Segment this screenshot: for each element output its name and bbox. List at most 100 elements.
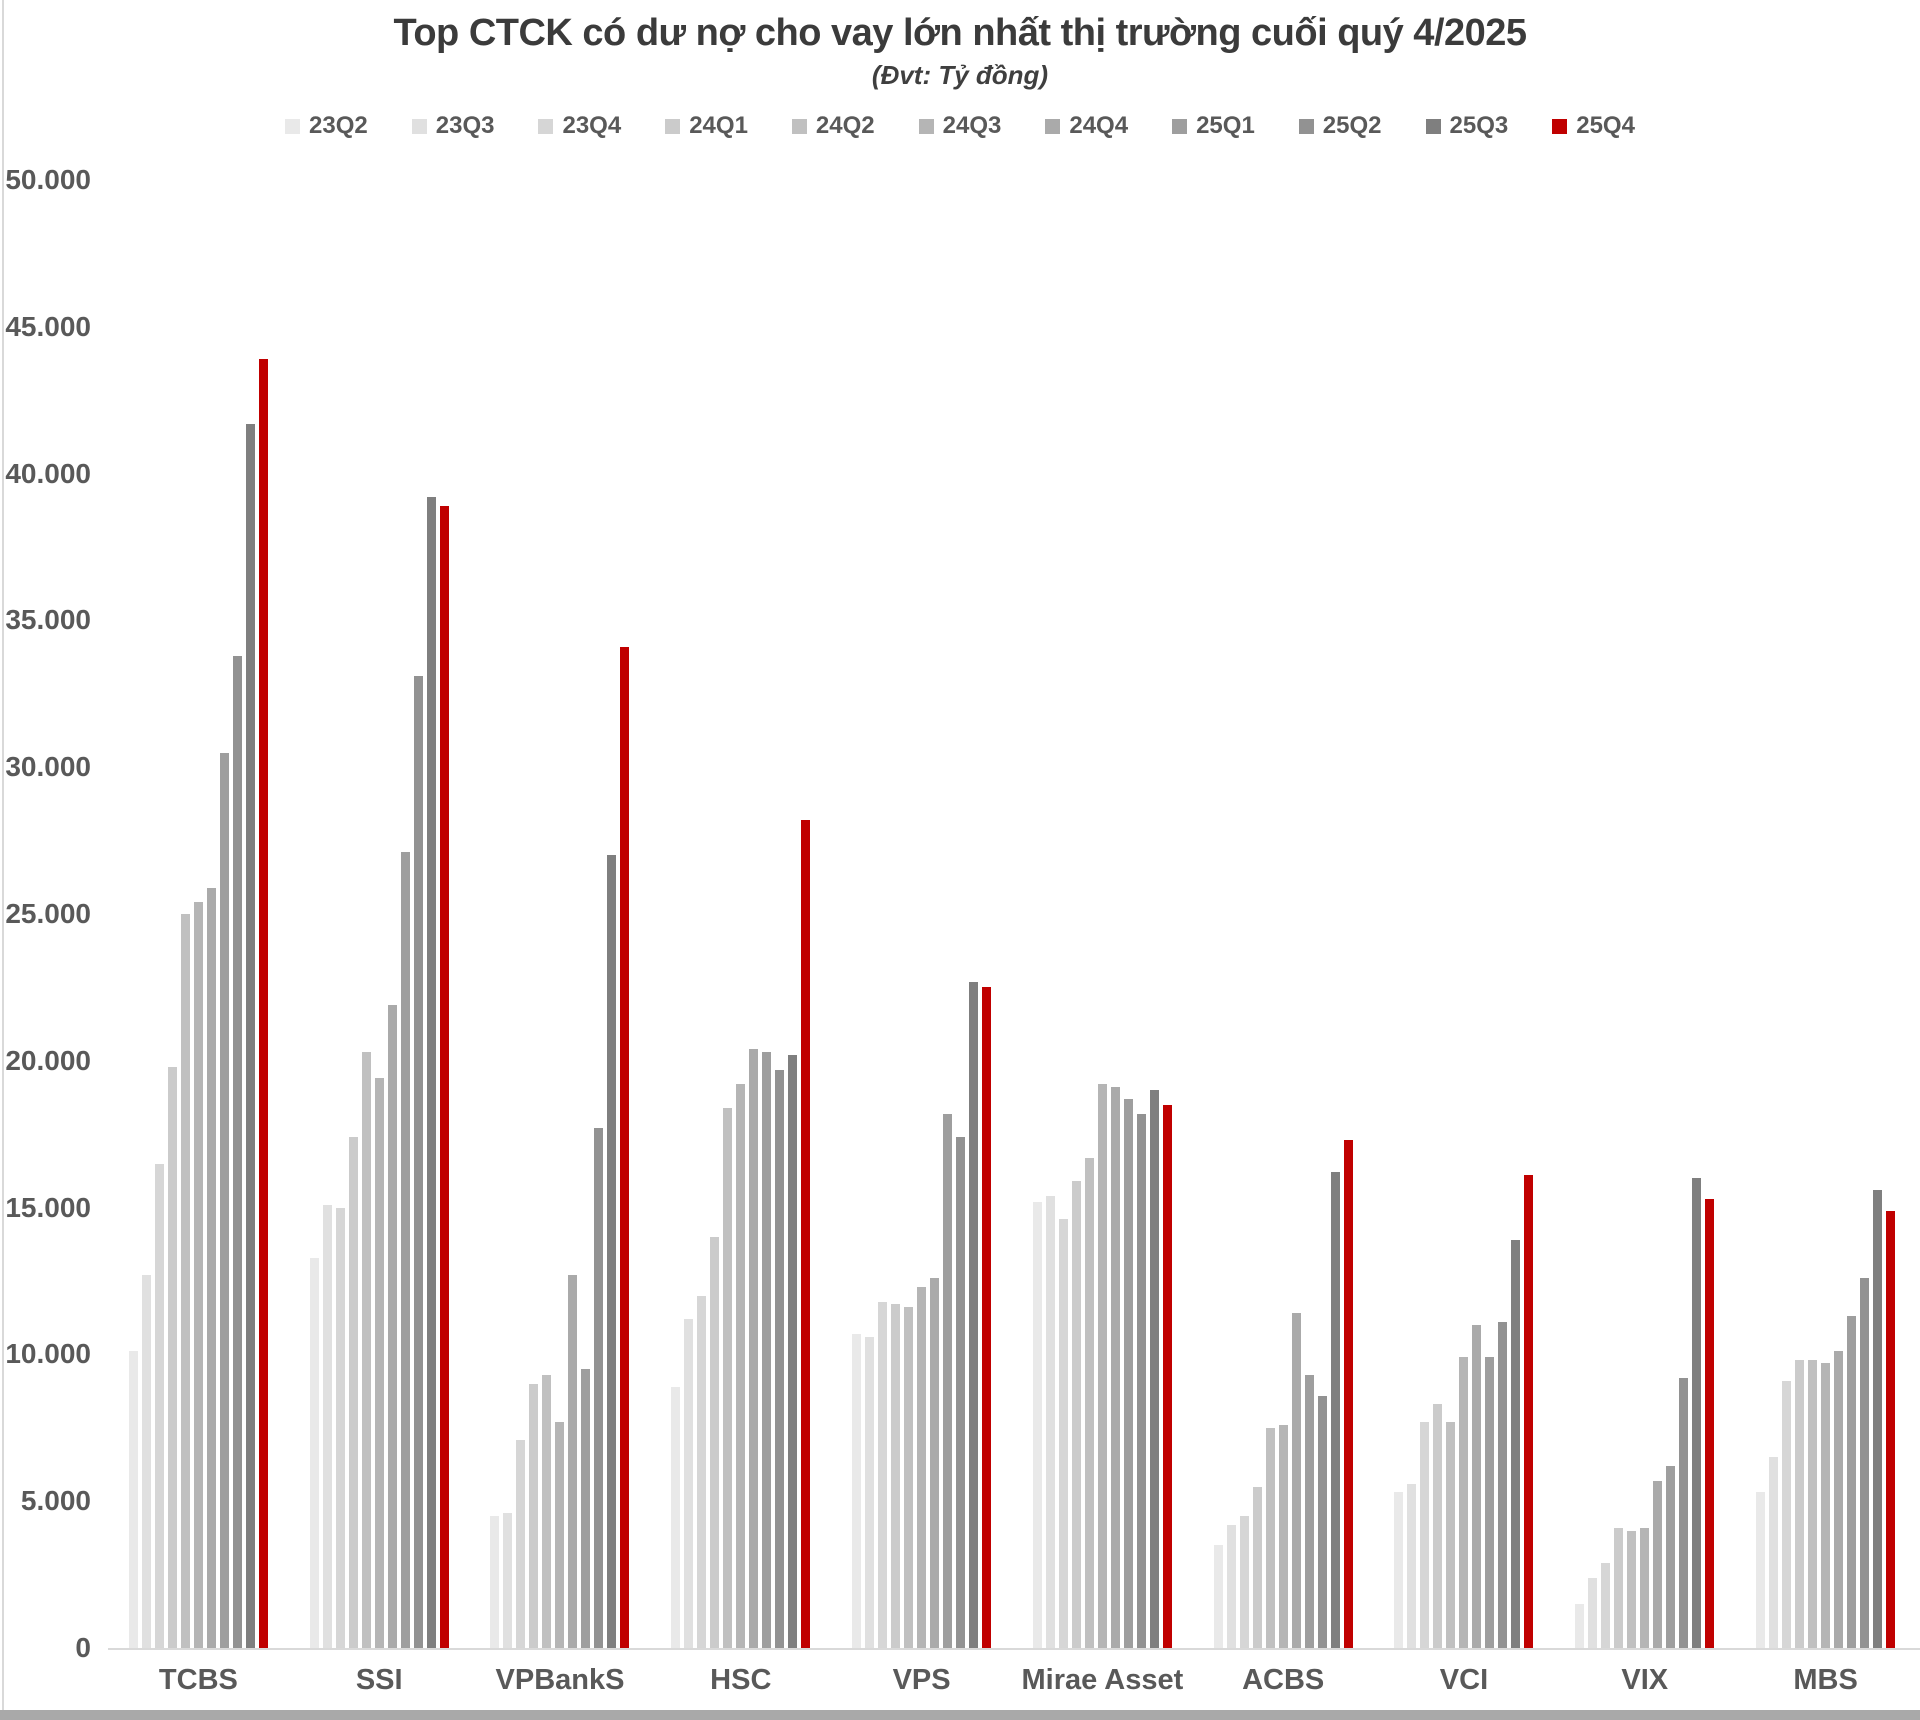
- legend-marker-25q4: [1552, 118, 1568, 134]
- y-axis: 0 5.000 10.000 15.000 20.000 25.000 30.000 35.0…: [0, 0, 95, 1720]
- bar-vix-24q3: [1640, 1528, 1650, 1648]
- bar-vpbanks-25q4: [620, 647, 630, 1648]
- bar-acbs-25q4: [1343, 1140, 1353, 1648]
- bar-ssi-23q3: [322, 1205, 332, 1648]
- bar-vix-23q4: [1601, 1563, 1611, 1648]
- bar-vci-23q2: [1394, 1492, 1404, 1648]
- bar-mirae-asset-25q1: [1123, 1099, 1133, 1648]
- bar-vps-25q1: [943, 1114, 953, 1648]
- bar-vix-24q2: [1627, 1531, 1637, 1648]
- y-tick-label: 35.000: [5, 604, 91, 636]
- bar-vpbanks-23q2: [490, 1516, 500, 1648]
- bar-vpbanks-23q3: [503, 1513, 513, 1648]
- bar-acbs-25q1: [1304, 1375, 1314, 1648]
- bar-hsc-25q4: [801, 820, 811, 1648]
- bar-group-tcbs: [108, 180, 289, 1648]
- legend-item-23q2: 23Q2: [285, 112, 368, 140]
- bar-mirae-asset-25q2: [1136, 1114, 1146, 1648]
- legend-item-23q3: 23Q3: [411, 112, 495, 140]
- bar-vps-25q2: [956, 1137, 966, 1648]
- legend-marker-25q2: [1298, 118, 1314, 134]
- y-tick-label: 10.000: [5, 1338, 91, 1370]
- bar-vps-23q4: [878, 1302, 888, 1648]
- legend-label: 24Q4: [1069, 112, 1129, 139]
- bar-vci-25q3: [1511, 1240, 1521, 1648]
- bar-tcbs-25q4: [258, 359, 268, 1648]
- bar-tcbs-23q2: [128, 1351, 138, 1648]
- bar-acbs-25q3: [1330, 1172, 1340, 1648]
- y-tick-label: 50.000: [5, 164, 91, 195]
- bar-ssi-25q2: [413, 676, 423, 1648]
- x-label-vci: VCI: [1439, 1664, 1489, 1696]
- legend-label: 25Q2: [1322, 112, 1382, 139]
- bar-tcbs-25q2: [232, 656, 242, 1648]
- legend-label: 23Q3: [435, 112, 495, 139]
- bar-hsc-24q1: [710, 1237, 720, 1648]
- legend-item-25q2: 25Q2: [1298, 112, 1382, 140]
- bar-mbs-24q3: [1821, 1363, 1831, 1648]
- bar-mirae-asset-24q2: [1084, 1158, 1094, 1648]
- bar-vps-24q2: [904, 1307, 914, 1648]
- bar-vci-24q1: [1433, 1404, 1443, 1648]
- bar-ssi-24q4: [387, 1005, 397, 1648]
- plot-area: [108, 180, 1916, 1648]
- bar-vci-24q4: [1472, 1325, 1482, 1648]
- bar-vix-25q3: [1692, 1178, 1702, 1648]
- legend-label: 24Q2: [815, 112, 875, 139]
- bar-vix-23q2: [1575, 1604, 1585, 1648]
- bar-vix-25q4: [1705, 1199, 1715, 1648]
- y-tick-label: 15.000: [5, 1191, 91, 1223]
- legend-marker-23q2: [285, 118, 301, 134]
- x-label-vps: VPS: [892, 1664, 951, 1696]
- bar-acbs-24q1: [1252, 1487, 1262, 1648]
- bar-group-acbs: [1193, 180, 1374, 1648]
- x-axis-line: [108, 1648, 1920, 1650]
- legend-marker-24q2: [791, 118, 807, 134]
- x-label-acbs: ACBS: [1242, 1664, 1325, 1696]
- bar-mirae-asset-23q4: [1058, 1219, 1068, 1648]
- chart-legend: 23Q2 23Q3 23Q4 24Q1 24Q2 24Q3 24Q4 25Q1 25Q2 25Q3…: [0, 112, 1920, 140]
- chart-left-border: [2, 0, 4, 1712]
- y-tick-label: 45.000: [5, 310, 91, 342]
- bar-mbs-24q1: [1795, 1360, 1805, 1648]
- bar-group-ssi: [289, 180, 470, 1648]
- bar-vix-25q2: [1679, 1378, 1689, 1648]
- legend-label: 25Q1: [1196, 112, 1255, 139]
- legend-item-25q4: 25Q4: [1552, 112, 1635, 140]
- bar-mbs-24q4: [1834, 1351, 1844, 1648]
- legend-item-24q1: 24Q1: [665, 112, 748, 140]
- bar-hsc-23q4: [697, 1296, 707, 1648]
- y-tick-label: 40.000: [5, 457, 91, 489]
- bar-vps-24q1: [891, 1304, 901, 1648]
- bar-mirae-asset-24q3: [1097, 1084, 1107, 1648]
- bar-vix-23q3: [1588, 1578, 1598, 1648]
- bar-vps-25q3: [969, 982, 979, 1648]
- bar-vci-25q1: [1485, 1357, 1495, 1648]
- bar-mbs-25q4: [1886, 1211, 1896, 1648]
- bar-acbs-24q3: [1278, 1425, 1288, 1648]
- legend-marker-24q1: [665, 118, 681, 134]
- bar-vpbanks-24q3: [555, 1422, 565, 1648]
- bar-vix-25q1: [1666, 1466, 1676, 1648]
- legend-marker-25q1: [1172, 118, 1188, 134]
- bar-mbs-25q1: [1847, 1316, 1857, 1648]
- bar-tcbs-24q1: [167, 1067, 177, 1648]
- bar-group-vps: [831, 180, 1012, 1648]
- bar-vci-25q2: [1498, 1322, 1508, 1648]
- legend-label: 24Q3: [942, 112, 1002, 139]
- y-tick-label: 20.000: [5, 1044, 91, 1076]
- bar-mbs-23q3: [1769, 1457, 1779, 1648]
- x-label-mirae-asset: Mirae Asset: [1021, 1664, 1184, 1696]
- bar-tcbs-23q3: [141, 1275, 151, 1648]
- legend-item-24q2: 24Q2: [791, 112, 875, 140]
- bar-acbs-23q3: [1226, 1525, 1236, 1648]
- bar-vpbanks-24q1: [529, 1384, 539, 1648]
- legend-label: 25Q3: [1449, 112, 1509, 139]
- bar-mbs-24q2: [1808, 1360, 1818, 1648]
- bar-vps-23q3: [865, 1337, 875, 1648]
- x-label-tcbs: TCBS: [158, 1664, 238, 1696]
- bar-vpbanks-25q3: [607, 855, 617, 1648]
- bar-vci-23q3: [1407, 1484, 1417, 1648]
- bar-hsc-25q2: [775, 1070, 785, 1648]
- bar-acbs-24q4: [1291, 1313, 1301, 1648]
